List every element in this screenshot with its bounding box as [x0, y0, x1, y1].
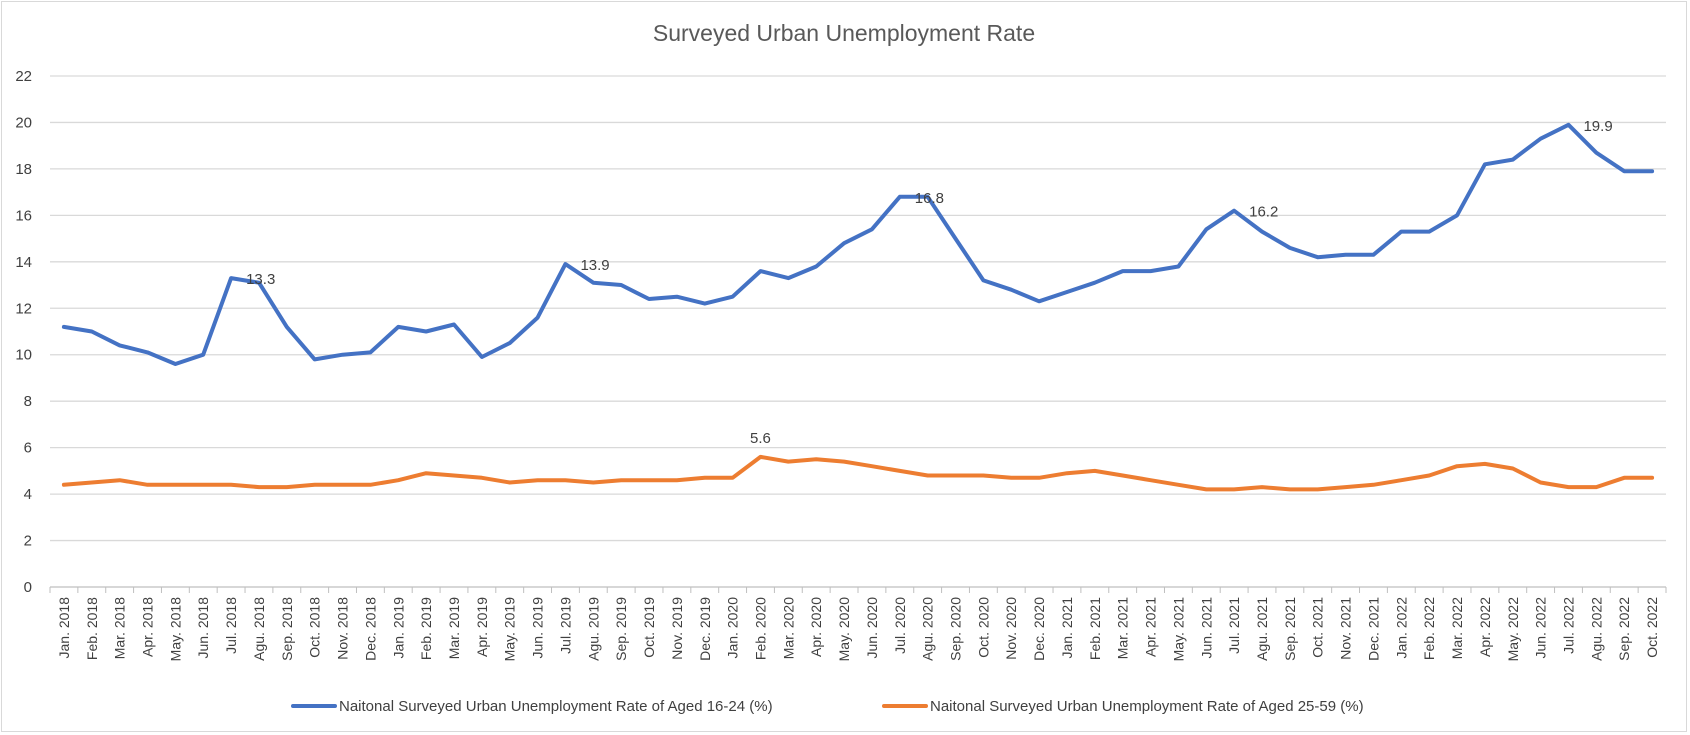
- x-tick-label: May. 2022: [1505, 597, 1521, 662]
- x-axis-ticks: Jan. 2018 Feb. 2018 Mar. 2018 Apr. 2018 May.…: [56, 597, 1660, 662]
- y-tick-label: 10: [15, 347, 32, 364]
- data-label: 13.9: [580, 257, 609, 274]
- chart-title: Surveyed Urban Unemployment Rate: [653, 20, 1035, 46]
- x-tick-label: Feb. 2020: [752, 597, 768, 660]
- x-tick-label: Mar. 2018: [112, 597, 128, 659]
- x-tick-label: Jan. 2018: [56, 597, 72, 659]
- x-tick-label: Mar. 2019: [446, 597, 462, 659]
- x-tick-label: Nov. 2018: [335, 597, 351, 660]
- x-tick-label: May. 2018: [167, 597, 183, 662]
- x-tick-label: Oct. 2020: [975, 597, 991, 658]
- x-tick-label: Sep. 2018: [279, 597, 295, 661]
- series-line-2: [61, 454, 1655, 492]
- data-label: 16.8: [915, 190, 944, 207]
- x-tick-label: Feb. 2019: [418, 597, 434, 660]
- y-tick-label: 4: [24, 486, 32, 503]
- x-tick-label: Apr. 2020: [808, 597, 824, 657]
- x-tick-label: Feb. 2022: [1421, 597, 1437, 660]
- x-tick-label: Oct. 2019: [641, 597, 657, 658]
- data-label: 16.2: [1249, 204, 1278, 221]
- y-tick-label: 2: [24, 533, 32, 550]
- y-axis-ticks: 0 2 4 6 8 10 12 14 16 18 20 22: [15, 68, 32, 596]
- y-tick-label: 18: [15, 161, 32, 178]
- legend-label-series-2: Naitonal Surveyed Urban Unemployment Rat…: [930, 698, 1364, 715]
- x-tick-label: Agu. 2021: [1254, 597, 1270, 661]
- x-tick-label: Agu. 2019: [585, 597, 601, 661]
- x-tick-label: Mar. 2020: [780, 597, 796, 659]
- x-tick-label: Nov. 2019: [669, 597, 685, 660]
- y-tick-label: 20: [15, 114, 32, 131]
- x-tick-label: Jun. 2019: [530, 597, 546, 659]
- x-tick-label: Nov. 2021: [1338, 597, 1354, 660]
- y-tick-label: 16: [15, 207, 32, 224]
- legend: Naitonal Surveyed Urban Unemployment Rat…: [291, 698, 1364, 715]
- x-tick-label: Jun. 2018: [195, 597, 211, 659]
- x-tick-label: Oct. 2022: [1644, 597, 1660, 658]
- x-tick-label: Jan. 2020: [725, 597, 741, 659]
- data-label: 13.3: [246, 271, 275, 288]
- x-tick-label: Apr. 2018: [140, 597, 156, 657]
- x-tick-label: Dec. 2019: [697, 597, 713, 661]
- y-tick-label: 6: [24, 440, 32, 457]
- x-tick-label: Dec. 2020: [1031, 597, 1047, 661]
- x-tick-label: Agu. 2022: [1588, 597, 1604, 661]
- x-tick-label: Feb. 2021: [1087, 597, 1103, 660]
- x-tick-label: Oct. 2021: [1310, 597, 1326, 658]
- x-tick-label: Jul. 2019: [557, 597, 573, 654]
- x-tick-label: Dec. 2021: [1365, 597, 1381, 661]
- x-tick-label: Dec. 2018: [362, 597, 378, 661]
- y-tick-label: 8: [24, 393, 32, 410]
- y-tick-label: 14: [15, 254, 32, 271]
- x-tick-label: Jun. 2022: [1533, 597, 1549, 659]
- x-tick-label: Apr. 2019: [474, 597, 490, 657]
- x-tick-label: Jul. 2020: [892, 597, 908, 654]
- data-label: 19.9: [1583, 118, 1612, 135]
- x-tick-label: Sep. 2022: [1616, 597, 1632, 661]
- x-tick-label: Jan. 2021: [1059, 597, 1075, 659]
- x-tick-label: Jun. 2021: [1198, 597, 1214, 659]
- data-label: 5.6: [750, 430, 771, 447]
- series-lines: [61, 122, 1655, 492]
- x-tick-label: Apr. 2022: [1477, 597, 1493, 657]
- series-line-1: [61, 122, 1655, 366]
- x-tick-label: Apr. 2021: [1143, 597, 1159, 657]
- x-tick-label: Agu. 2020: [920, 597, 936, 661]
- y-tick-label: 22: [15, 68, 32, 85]
- x-tick-label: Oct. 2018: [307, 597, 323, 658]
- x-tick-label: May. 2020: [836, 597, 852, 662]
- x-tick-label: Sep. 2019: [613, 597, 629, 661]
- x-tick-label: Jul. 2021: [1226, 597, 1242, 654]
- x-tick-label: May. 2019: [502, 597, 518, 662]
- x-tick-label: Jul. 2018: [223, 597, 239, 654]
- legend-label-series-1: Naitonal Surveyed Urban Unemployment Rat…: [339, 698, 773, 715]
- x-tick-label: Feb. 2018: [84, 597, 100, 660]
- x-axis: [49, 586, 1667, 593]
- gridlines: [50, 75, 1666, 542]
- x-tick-label: Jul. 2022: [1560, 597, 1576, 654]
- x-tick-label: Nov. 2020: [1003, 597, 1019, 660]
- x-tick-label: Jun. 2020: [864, 597, 880, 659]
- y-tick-label: 12: [15, 300, 32, 317]
- x-tick-label: Jan. 2019: [390, 597, 406, 659]
- x-tick-label: Mar. 2022: [1449, 597, 1465, 659]
- y-tick-label: 0: [24, 579, 32, 596]
- x-tick-label: May. 2021: [1170, 597, 1186, 662]
- x-tick-label: Sep. 2021: [1282, 597, 1298, 661]
- x-tick-label: Sep. 2020: [948, 597, 964, 661]
- x-tick-label: Jan. 2022: [1393, 597, 1409, 659]
- x-tick-label: Mar. 2021: [1115, 597, 1131, 659]
- x-tick-label: Agu. 2018: [251, 597, 267, 661]
- data-labels: 13.3 13.9 16.8 16.2 19.9 5.6: [246, 118, 1613, 447]
